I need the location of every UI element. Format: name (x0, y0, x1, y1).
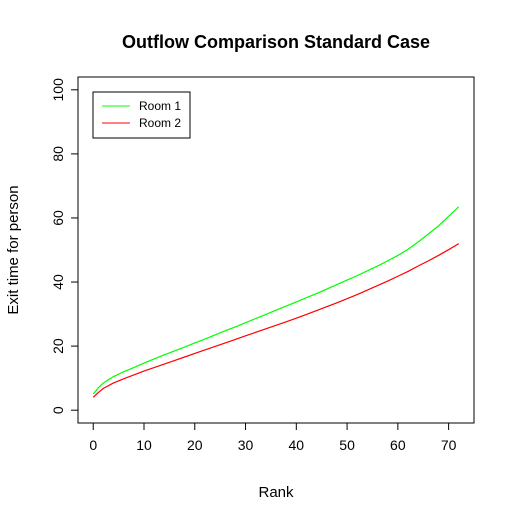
y-axis-label: Exit time for person (5, 185, 22, 314)
y-axis: 0 20 40 60 80 100 (50, 78, 79, 414)
legend-label-room-1: Room 1 (139, 99, 181, 113)
x-axis-label: Rank (258, 484, 294, 501)
x-tick-label: 30 (238, 437, 254, 453)
chart-title: Outflow Comparison Standard Case (122, 32, 430, 52)
series-line-room-1 (92, 206, 460, 395)
y-tick-label: 100 (50, 78, 66, 102)
legend-label-room-2: Room 2 (139, 116, 181, 130)
y-tick-label: 80 (50, 146, 66, 162)
x-tick-label: 10 (136, 437, 152, 453)
legend-box (92, 91, 191, 139)
legend: Room 1 Room 2 (92, 91, 191, 139)
x-axis: 0 10 20 30 40 50 60 70 (89, 422, 457, 453)
y-tick-label: 0 (50, 406, 66, 414)
y-tick-label: 60 (50, 210, 66, 226)
series-group (92, 206, 460, 398)
x-tick-label: 60 (390, 437, 406, 453)
x-tick-label: 70 (441, 437, 457, 453)
x-tick-label: 20 (187, 437, 203, 453)
y-tick-label: 40 (50, 274, 66, 290)
x-tick-label: 50 (339, 437, 355, 453)
series-line-room-2 (92, 243, 460, 398)
x-tick-label: 40 (289, 437, 305, 453)
x-tick-label: 0 (89, 437, 97, 453)
y-tick-label: 20 (50, 338, 66, 354)
